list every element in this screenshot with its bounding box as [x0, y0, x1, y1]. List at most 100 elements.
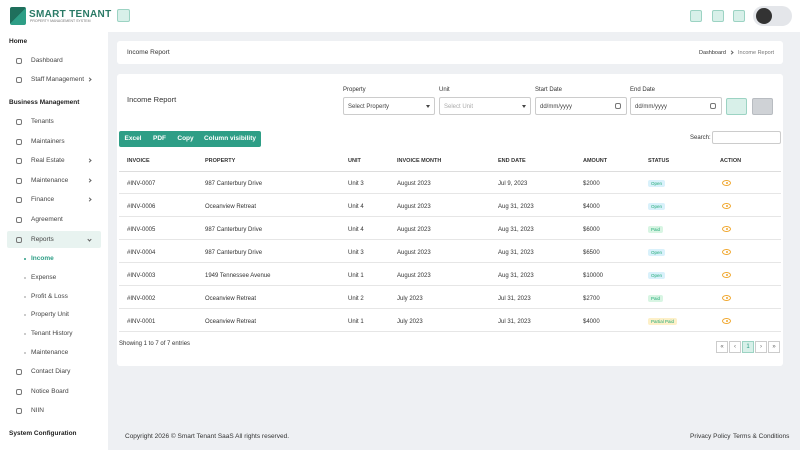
table-cell: Jul 31, 2023 [498, 319, 531, 325]
table-cell: #INV-0004 [127, 250, 156, 256]
section-heading: Home [9, 38, 28, 45]
table-cell: $6000 [583, 227, 600, 233]
status-badge: Partial Paid [648, 318, 678, 325]
page-button[interactable]: › [755, 341, 767, 353]
submenu-dot [24, 258, 26, 260]
menu-item[interactable]: NIIN [31, 407, 44, 414]
table-cell: 987 Canterbury Drive [205, 181, 263, 187]
menu-icon [16, 158, 22, 165]
logo-icon [10, 7, 26, 25]
eye-pupil [725, 228, 728, 231]
export-button[interactable]: Copy [177, 135, 194, 142]
search-button[interactable] [726, 98, 747, 115]
eye-pupil [725, 205, 728, 208]
table-cell: August 2023 [397, 204, 431, 210]
page-button[interactable]: « [716, 341, 728, 353]
select-input[interactable] [439, 97, 531, 115]
table-cell: #INV-0005 [127, 227, 156, 233]
table-cell: $2000 [583, 181, 600, 187]
top-icon-button[interactable] [733, 10, 745, 22]
table-cell: August 2023 [397, 250, 431, 256]
menu-item[interactable]: Contact Diary [31, 368, 71, 375]
filter-label: Start Date [535, 87, 563, 93]
submenu-item[interactable]: Tenant History [31, 330, 73, 338]
menu-icon [16, 197, 22, 204]
submenu-item[interactable]: Maintenance [31, 349, 69, 356]
table-cell: $2700 [583, 296, 600, 302]
table-header: END DATE [498, 158, 526, 164]
menu-item[interactable]: Maintenance [31, 176, 69, 184]
table-header: AMOUNT [583, 158, 608, 164]
table-cell: Aug 31, 2023 [498, 204, 534, 210]
brand-tagline: PROPERTY MANAGEMENT SYSTEM [30, 19, 91, 23]
table-cell: July 2023 [397, 319, 423, 325]
table-cell: July 2023 [397, 296, 423, 302]
table-cell: #INV-0007 [127, 181, 156, 187]
top-bar [0, 0, 800, 32]
menu-active-bg [7, 230, 101, 248]
filter-label: Property [343, 87, 366, 93]
table-cell: Unit 3 [348, 250, 364, 256]
status-badge: Open [648, 272, 666, 279]
section-heading: System Configuration [9, 430, 77, 437]
footer-link[interactable]: Privacy Policy [690, 433, 731, 440]
submenu-item[interactable]: Profit & Loss [31, 292, 68, 300]
breadcrumb-link[interactable]: Dashboard [699, 50, 726, 56]
submenu-item[interactable]: Property Unit [31, 311, 69, 319]
table-cell: 987 Canterbury Drive [205, 250, 263, 256]
status-badge: Open [648, 203, 666, 210]
menu-item[interactable]: Finance [31, 196, 55, 204]
placeholder: dd/mm/yyyy [540, 104, 573, 110]
view-action[interactable] [722, 249, 731, 255]
date-input[interactable] [630, 97, 722, 115]
top-icon-button[interactable] [690, 10, 702, 22]
page-button[interactable]: 1 [742, 341, 754, 353]
view-action[interactable] [722, 318, 731, 324]
table-cell: Unit 2 [348, 296, 364, 302]
view-action[interactable] [722, 203, 731, 209]
view-action[interactable] [722, 226, 731, 232]
eye-pupil [725, 251, 728, 254]
top-icon-button[interactable] [712, 10, 724, 22]
menu-item[interactable]: Agreement [31, 216, 63, 223]
placeholder: dd/mm/yyyy [635, 104, 668, 110]
menu-item[interactable]: Real Estate [31, 157, 65, 165]
table-header: ACTION [720, 158, 742, 164]
menu-item[interactable]: Tenants [31, 118, 54, 125]
submenu-item[interactable]: Income [31, 255, 54, 262]
breadcrumb-current: Income Report [738, 50, 775, 56]
menu-item[interactable]: Maintainers [31, 137, 65, 145]
footer-link[interactable]: Terms & Conditions [733, 433, 790, 440]
menu-icon [16, 369, 22, 375]
card-title: Income Report [127, 95, 177, 104]
view-action[interactable] [722, 180, 731, 186]
row-rule [119, 285, 781, 286]
menu-item[interactable]: Dashboard [31, 57, 63, 64]
submenu-item[interactable]: Expense [31, 273, 57, 281]
search-input[interactable] [712, 131, 781, 144]
table-cell: Unit 4 [348, 204, 364, 210]
page-button[interactable]: ‹ [729, 341, 741, 353]
page-button[interactable]: » [768, 341, 780, 353]
row-rule [119, 308, 781, 309]
view-action[interactable] [722, 272, 731, 278]
export-button[interactable]: Excel [124, 135, 142, 142]
footer-copyright: Copyright 2026 © Smart Tenant SaaS All r… [125, 433, 290, 440]
menu-item[interactable]: Reports [31, 235, 54, 243]
table-cell: Oceanview Retreat [205, 319, 257, 325]
menu-item[interactable]: Notice Board [31, 387, 69, 395]
table-cell: $6500 [583, 250, 600, 256]
menu-toggle[interactable] [117, 9, 130, 22]
export-button[interactable]: Column visibility [203, 135, 256, 142]
view-action[interactable] [722, 295, 731, 301]
select-input[interactable] [343, 97, 435, 115]
menu-item[interactable]: Staff Management [31, 76, 84, 83]
eye-pupil [725, 320, 728, 323]
submenu-dot [24, 333, 26, 336]
eye-pupil [725, 297, 728, 300]
table-cell: Oceanview Retreat [205, 204, 257, 210]
export-button[interactable]: PDF [153, 135, 166, 142]
reset-button[interactable] [752, 98, 773, 115]
status-badge: Paid [648, 295, 664, 302]
date-input[interactable] [535, 97, 627, 115]
